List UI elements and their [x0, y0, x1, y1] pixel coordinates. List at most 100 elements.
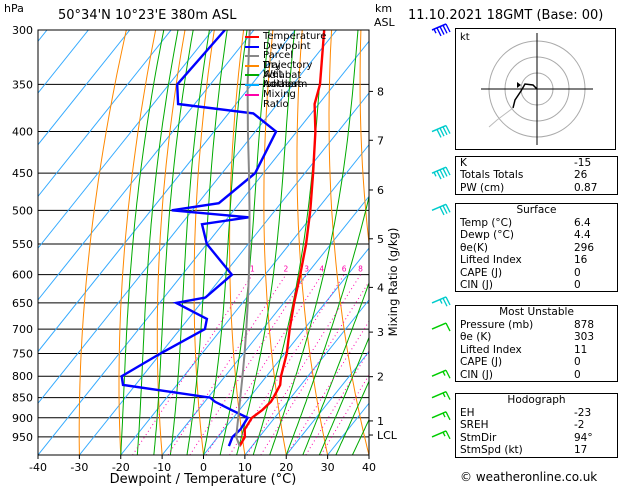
legend-swatch	[245, 64, 259, 67]
legend-swatch	[245, 55, 259, 58]
pressure-tick-label: 400	[12, 126, 33, 139]
wind-barb-flag	[445, 430, 451, 440]
wind-barb-half-flag	[439, 299, 443, 304]
row-value: 0	[574, 368, 581, 381]
table-row: Totals Totals 26	[456, 169, 617, 181]
hodograph-trace	[512, 83, 538, 109]
dry-adiabat-line	[118, 30, 157, 455]
height-tick-label: 2	[377, 371, 384, 384]
wind-barb-flag	[436, 170, 442, 180]
footer-copyright: © weatheronline.co.uk	[460, 470, 598, 484]
isotherm-line	[38, 30, 255, 301]
wind-barb-flag	[442, 168, 448, 177]
panel-mu-title: Most Unstable	[499, 306, 574, 318]
wind-barb-flag	[445, 296, 451, 306]
hodograph: kt	[455, 28, 616, 150]
wind-barb	[431, 203, 451, 216]
row-label: CIN (J)	[460, 278, 493, 291]
wind-barb-flag	[442, 25, 448, 34]
wind-barb-staff	[431, 203, 447, 212]
isotherm-line	[203, 247, 369, 455]
row-value: 303	[574, 331, 595, 344]
storm-motion-marker	[517, 82, 521, 88]
wet-adiabat-line	[335, 380, 369, 455]
row-value: 94°	[574, 431, 593, 444]
table-row: PW (cm) 0.87	[456, 182, 617, 194]
asl-label: ASL	[374, 16, 395, 29]
row-label: CIN (J)	[460, 368, 493, 381]
legend-label: Dry Adiabat	[263, 59, 302, 81]
mixing-ratio-label: 2	[284, 265, 289, 274]
table-row: Pressure (mb) 878	[456, 319, 617, 331]
height-tick-label: 3	[377, 326, 384, 339]
wind-barb-flag	[439, 26, 445, 35]
dry-adiabat-line	[156, 30, 186, 455]
table-row: CAPE (J) 0	[456, 267, 617, 279]
hpa-label: hPa	[4, 2, 24, 15]
table-row: CAPE (J) 0	[456, 356, 617, 368]
isotherm-line	[38, 30, 172, 198]
pressure-tick-label: 450	[12, 167, 33, 180]
wet-adiabat-line	[169, 30, 210, 455]
indices-table: K -15 Totals Totals 26 PW (cm) 0.87	[455, 156, 618, 196]
wind-barb-flag	[442, 205, 448, 214]
mixing-ratio-label: 20	[411, 265, 421, 274]
wind-barb-flag	[439, 206, 445, 216]
dry-adiabat-line	[359, 30, 369, 248]
row-value: 26	[574, 169, 588, 182]
row-value: 6.4	[574, 217, 591, 229]
wind-barb	[431, 124, 451, 138]
table-row: StmSpd (kt) 17	[456, 444, 617, 456]
wet-adiabat-line	[236, 30, 296, 455]
legend-label: Parcel Trajectory	[263, 50, 313, 72]
height-tick-label: 4	[377, 281, 384, 294]
wind-barb-flag	[445, 204, 451, 213]
height-tick-label: 8	[377, 85, 384, 98]
temp-tick-label: 30	[321, 461, 335, 474]
mixing-ratio-line	[246, 274, 361, 455]
wet-adiabat-line	[153, 30, 194, 455]
wind-barb-staff	[431, 23, 447, 31]
hodograph-trace-faint	[488, 107, 514, 128]
parcel-trajectory-trace	[235, 30, 251, 447]
row-label: CAPE (J)	[460, 266, 503, 279]
wind-barb-staff	[431, 390, 447, 399]
row-value: 17	[574, 444, 588, 457]
km-label: km	[375, 2, 393, 15]
temp-tick-label: 10	[238, 461, 252, 474]
row-value: 0.87	[574, 181, 598, 194]
legend-label: Wet Adiabat	[263, 69, 302, 91]
table-row: K -15	[456, 157, 617, 169]
most-unstable-table: Most Unstable Pressure (mb) 878 θe (K) 303 Li…	[455, 305, 618, 382]
mixing-ratio-label: 1	[250, 265, 255, 274]
dry-adiabat-line	[296, 30, 329, 455]
wind-barb	[431, 296, 451, 307]
mixing-ratio-line	[205, 274, 323, 455]
isotherm-line	[38, 40, 369, 455]
wind-barb-staff	[431, 430, 447, 438]
wet-adiabat-line	[318, 336, 369, 455]
row-label: θe (K)	[460, 331, 492, 344]
dry-adiabat-line	[193, 30, 215, 455]
row-value: -2	[574, 419, 585, 432]
wind-barb	[431, 390, 451, 400]
wind-barb-staff	[431, 411, 447, 419]
row-label: Dewp (°C)	[460, 229, 514, 242]
dry-adiabat-line	[229, 30, 246, 455]
wet-adiabat-line	[186, 30, 228, 455]
pressure-tick-label: 500	[12, 204, 33, 217]
wind-barb-staff	[431, 322, 447, 330]
temp-tick-label: -20	[112, 461, 130, 474]
wind-barb-half-flag	[442, 392, 446, 398]
legend-swatch	[245, 36, 259, 38]
row-label: SREH	[460, 419, 489, 432]
row-label: StmDir	[460, 431, 497, 444]
wind-barb-half-flag	[442, 371, 446, 376]
table-row: EH -23	[456, 407, 617, 419]
mixing-ratio-label: 8	[358, 265, 363, 274]
row-value: 878	[574, 319, 595, 331]
lcl-label: LCL	[377, 429, 398, 442]
height-tick-label: 5	[377, 233, 384, 246]
dewpoint-trace	[120, 30, 278, 447]
table-row: CIN (J) 0	[456, 369, 617, 381]
